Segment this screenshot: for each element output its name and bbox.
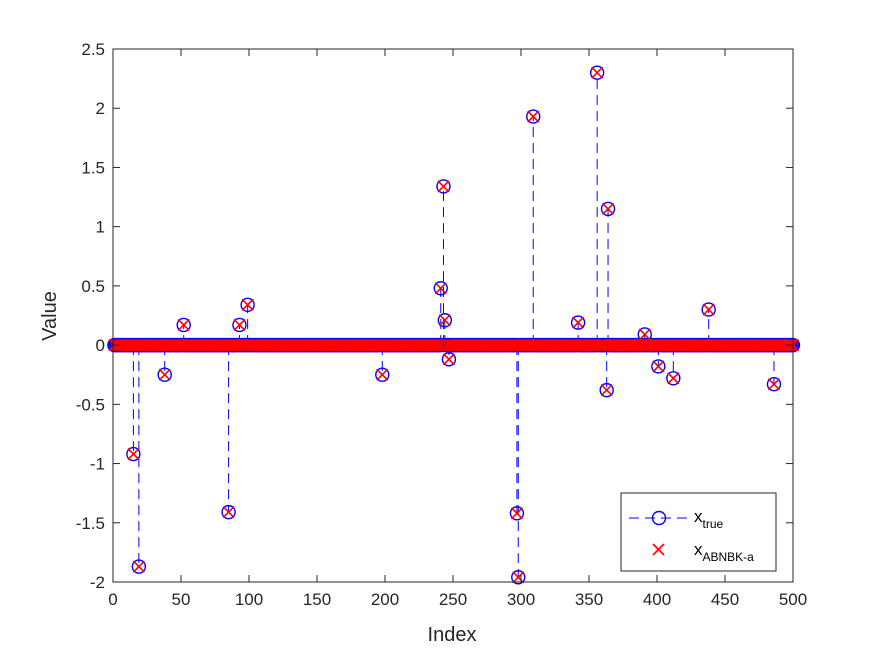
abnbk-marker [504,339,517,352]
abnbk-marker [222,506,235,519]
abnbk-marker [593,339,606,352]
y-tick-label: 1.5 [81,158,105,177]
abnbk-marker [241,298,254,311]
y-tick-label: -1 [90,455,105,474]
y-axis-label: Value [39,291,61,341]
true-marker [766,376,782,392]
x-tick-label: 200 [371,590,399,609]
true-marker [375,367,390,382]
abnbk-marker [702,303,715,316]
true-marker [436,179,451,194]
x-tick-label: 350 [575,590,603,609]
true-marker [526,109,541,124]
y-tick-label: -0.5 [76,395,105,414]
x-tick-label: 150 [303,590,331,609]
abnbk-marker [600,384,613,397]
abnbk-marker [158,368,171,381]
true-marker [509,506,525,521]
abnbk-marker [591,66,604,79]
legend-label-abnbk: xABNBK-a [694,540,754,564]
abnbk-marker [512,571,525,584]
abnbk-marker [233,318,246,332]
legend-label-abnbk-base: x [694,540,703,559]
x-tick-label: 300 [507,590,535,609]
abnbk-marker [442,353,455,366]
plot-area [107,65,801,585]
true-marker [433,281,448,296]
legend-label-true-sub: true [703,517,724,531]
y-tick-label: 1 [96,218,105,237]
x-tick-label: 250 [439,590,467,609]
abnbk-marker [438,314,451,327]
abnbk-marker [638,328,651,341]
y-tick-label: 0 [96,336,105,355]
y-tick-label: 0.5 [81,277,105,296]
y-tick-label: 2 [96,99,105,118]
true-marker [232,317,247,333]
true-marker [599,382,614,398]
true-marker [701,302,716,317]
true-marker [131,559,147,574]
y-tick-label: -2 [90,573,105,592]
x-tick-label: 450 [711,590,739,609]
true-marker [651,359,666,374]
true-marker [176,317,191,333]
legend-marker-true [651,510,667,526]
legend-label-abnbk-sub: ABNBK-a [703,550,755,564]
legend-label-true-base: x [694,507,703,526]
x-tick-label: 100 [235,590,263,609]
abnbk-marker [767,378,781,391]
axis-ticks: 0 50 100 150 200 250 300 350 400 450 500 -2 -1.5 -1 -0… [76,40,807,609]
true-marker [126,446,141,462]
true-marker [437,313,453,328]
true-marker [570,315,586,330]
abnbk-marker [527,110,540,123]
abnbk-marker [127,448,140,461]
abnbk-marker [376,368,389,381]
x-tick-label: 500 [779,590,807,609]
true-marker [589,65,605,80]
abnbk-marker [652,360,665,373]
abnbk-marker [430,339,443,352]
abnbk-marker [132,560,145,573]
abnbk-marker [601,202,615,215]
abnbk-markers [108,66,800,584]
legend-marker-abnbk [652,543,665,556]
legend: xtrue xABNBK-a [620,492,777,572]
x-tick-label: 50 [172,590,191,609]
x-axis-label: Index [428,624,477,646]
x-tick-label: 400 [643,590,671,609]
abnbk-marker [572,316,585,329]
true-marker [240,297,255,313]
abnbk-marker [667,372,680,385]
legend-label-true: xtrue [694,507,724,531]
true-marker [221,504,236,520]
true-marker [600,201,616,217]
x-tick-label: 0 [108,590,117,609]
true-marker [666,371,681,386]
legend-box [620,492,777,572]
true-marker [441,352,457,367]
abnbk-marker [177,318,190,332]
y-tick-label: 2.5 [81,40,105,59]
true-marker [511,570,526,585]
abnbk-marker [434,282,447,295]
true-marker [157,367,172,382]
y-tick-label: -1.5 [76,514,105,533]
abnbk-marker [510,507,523,520]
abnbk-marker [437,180,450,193]
